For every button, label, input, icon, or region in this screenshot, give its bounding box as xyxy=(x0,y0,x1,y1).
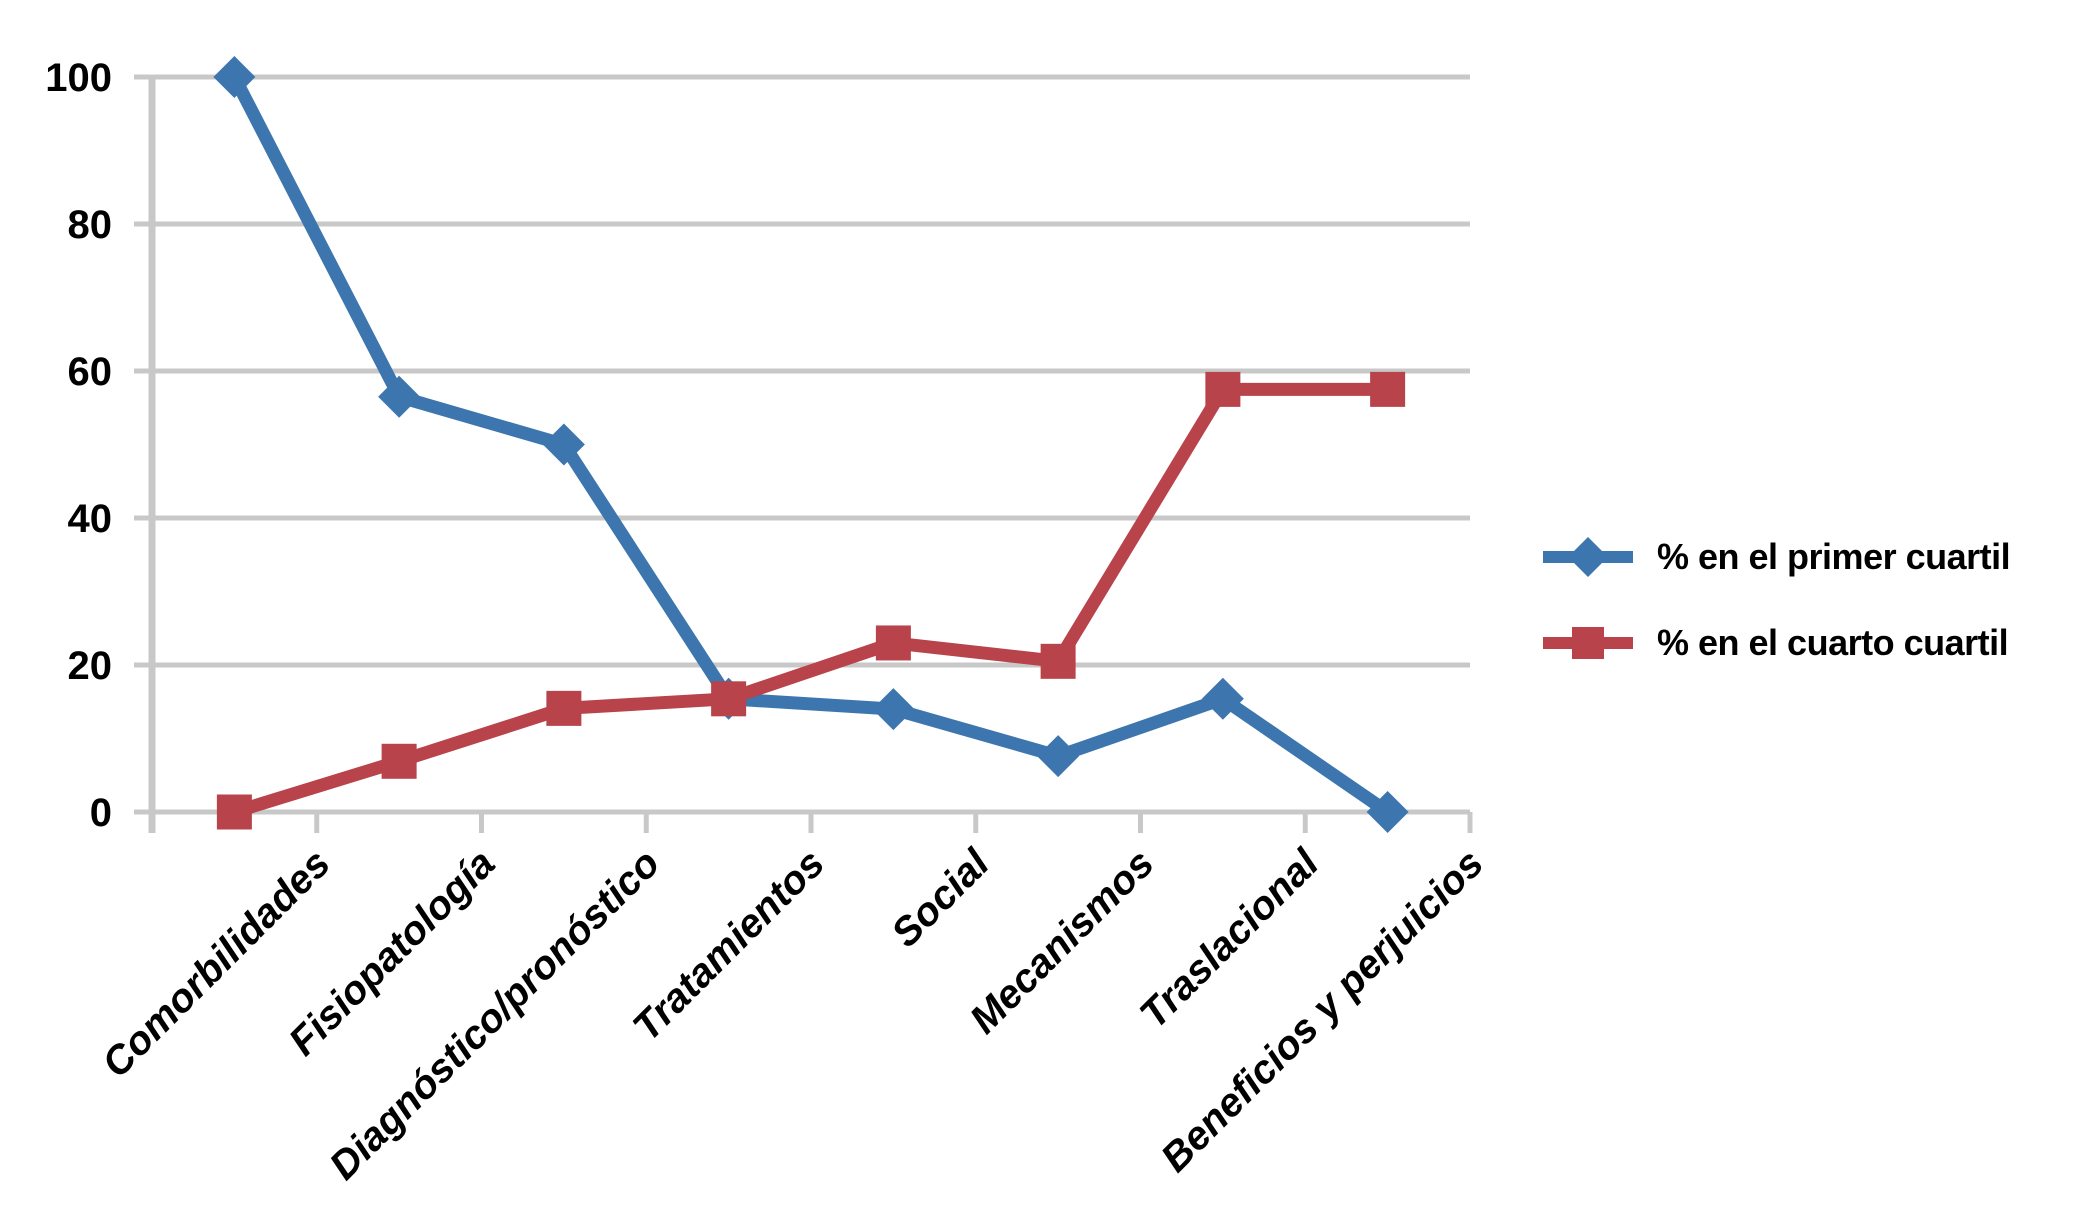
series-primer-cuartil xyxy=(213,56,1409,833)
y-tick-label: 60 xyxy=(68,350,113,394)
data-point-marker xyxy=(213,56,256,98)
x-category-label: Diagnóstico/pronóstico xyxy=(321,841,668,1188)
legend-marker-shape xyxy=(1572,627,1604,659)
data-point-marker xyxy=(216,794,252,830)
legend-marker-shape xyxy=(1568,537,1608,577)
data-point-marker xyxy=(1040,643,1076,679)
legend-item-cuarto-cuartil: % en el cuarto cuartil xyxy=(1543,614,2010,672)
data-point-marker xyxy=(711,681,747,717)
x-axis-ticks xyxy=(149,812,1473,833)
data-point-marker xyxy=(1037,735,1080,778)
series-cuarto-cuartil xyxy=(216,371,1406,830)
data-point-marker xyxy=(1366,791,1409,833)
series-line xyxy=(227,382,1395,819)
data-point-marker xyxy=(546,690,582,726)
data-point-marker xyxy=(542,423,585,466)
legend-label-primer-cuartil: % en el primer cuartil xyxy=(1657,536,2011,577)
data-point-marker xyxy=(378,375,421,418)
gridlines xyxy=(152,74,1470,815)
x-axis-labels: ComorbilidadesFisiopatologíaDiagnóstico/… xyxy=(94,841,1492,1189)
y-axis-labels: 0 20 40 60 80 100 xyxy=(45,56,112,835)
series-line xyxy=(227,70,1395,819)
data-point-marker xyxy=(1201,677,1244,720)
y-tick-label: 80 xyxy=(68,203,113,247)
y-tick-label: 100 xyxy=(45,56,112,100)
y-tick-label: 20 xyxy=(68,644,113,688)
legend-item-primer-cuartil: % en el primer cuartil xyxy=(1543,528,2011,586)
legend-label-cuarto-cuartil: % en el cuarto cuartil xyxy=(1657,622,2009,663)
data-point-marker xyxy=(1370,371,1406,407)
x-category-label: Social xyxy=(883,841,998,956)
cuarto-cuartil-square-marker-icon xyxy=(1543,627,1633,659)
y-tick-label: 0 xyxy=(90,791,112,835)
legend: % en el primer cuartil % en el cuarto cu… xyxy=(1543,528,2011,672)
data-point-marker xyxy=(875,625,911,661)
data-point-marker xyxy=(381,743,417,779)
primer-cuartil-diamond-marker-icon xyxy=(1543,537,1633,577)
x-category-label: Beneficios y perjuicios xyxy=(1153,841,1492,1180)
data-point-marker xyxy=(1205,371,1241,407)
y-tick-label: 40 xyxy=(68,497,113,541)
data-point-marker xyxy=(872,688,915,731)
